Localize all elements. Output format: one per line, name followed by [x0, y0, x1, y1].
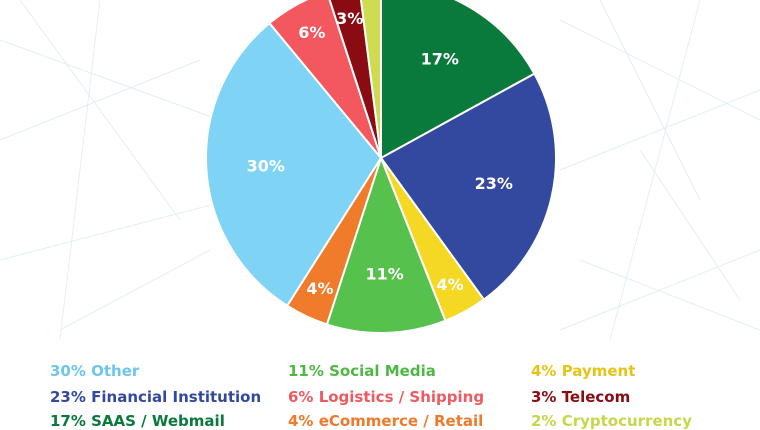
slice-label-financial-institution: 23%: [475, 174, 513, 193]
pie-slice-saas-webmail: [380, 0, 536, 160]
pie-slice-financial-institution: [379, 72, 557, 301]
pie-slice-ecommerce-retail: [285, 157, 382, 326]
pie-slice-telecom: [328, 0, 382, 159]
slice-label-logistics-shipping: 6%: [298, 23, 325, 42]
background-network-pattern: [0, 0, 760, 341]
pie-slice-cryptocurrency: [360, 0, 382, 159]
slice-label-telecom: 3%: [336, 9, 363, 28]
slice-label-payment: 4%: [437, 275, 464, 294]
pie-slice-social-media: [325, 155, 447, 334]
pie-slice-logistics-shipping: [268, 0, 382, 159]
slice-label-other: 30%: [247, 156, 285, 175]
pie-slice-other: [205, 21, 383, 308]
pie-chart: 30% 6% 3% 17% 23% 4% 11% 4%: [205, 0, 557, 334]
slice-label-ecommerce-retail: 4%: [306, 279, 333, 298]
slice-label-saas-webmail: 17%: [421, 50, 459, 69]
slice-label-social-media: 11%: [365, 264, 403, 283]
